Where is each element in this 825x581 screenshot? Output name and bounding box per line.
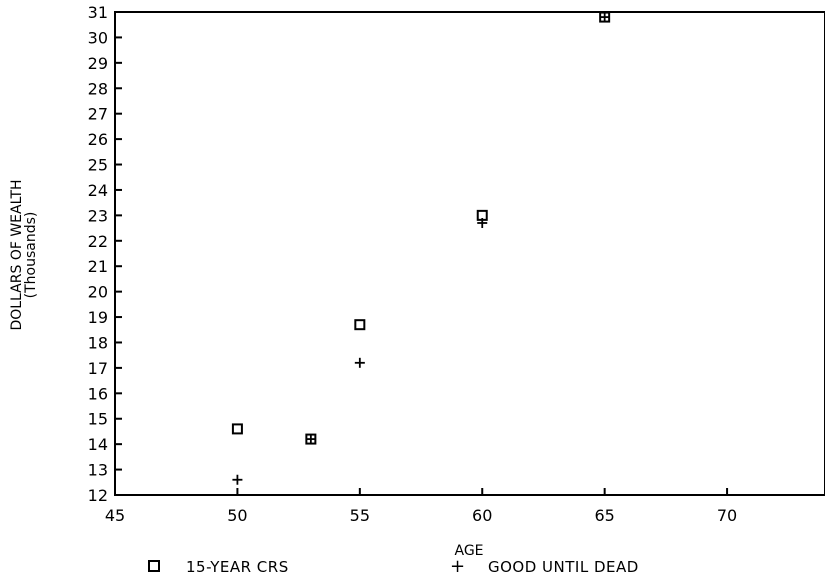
plus-marker-icon: + bbox=[450, 556, 466, 577]
square-point bbox=[354, 319, 366, 331]
x-tick-label: 55 bbox=[350, 506, 370, 525]
axes: 12 13 14 15 16 17 18 19 20 21 22 23 24 25 26 27 28 29 30 31… bbox=[88, 3, 825, 525]
y-axis-label: DOLLARS OF WEALTH bbox=[9, 179, 25, 330]
y-tick-label: 31 bbox=[88, 3, 108, 22]
y-tick-label: 14 bbox=[88, 435, 108, 454]
y-tick-label: 20 bbox=[88, 283, 108, 302]
x-axis-label: AGE bbox=[454, 543, 483, 559]
y-tick-label: 30 bbox=[88, 28, 108, 47]
y-tick-label: 21 bbox=[88, 257, 108, 276]
y-tick-label: 28 bbox=[88, 79, 108, 98]
y-tick-label: 24 bbox=[88, 181, 108, 200]
x-tick-label: 45 bbox=[105, 506, 125, 525]
legend-item-15-year-crs: 15-YEAR CRS bbox=[148, 558, 289, 576]
legend: 15-YEAR CRS + GOOD UNTIL DEAD bbox=[148, 558, 748, 580]
y-tick-label: 15 bbox=[88, 410, 108, 429]
x-tick-label: 65 bbox=[594, 506, 614, 525]
y-tick-label: 23 bbox=[88, 206, 108, 225]
y-tick-label: 19 bbox=[88, 308, 108, 327]
y-tick-label: 13 bbox=[88, 461, 108, 480]
plus-point bbox=[232, 474, 243, 485]
x-tick-label: 60 bbox=[472, 506, 492, 525]
y-tick-label: 16 bbox=[88, 384, 108, 403]
y-tick-label: 17 bbox=[88, 359, 108, 378]
y-axis-sublabel: (Thousands) bbox=[23, 212, 39, 299]
y-tick-label: 29 bbox=[88, 54, 108, 73]
data-marks bbox=[231, 11, 611, 485]
legend-label: GOOD UNTIL DEAD bbox=[488, 558, 639, 576]
plus-point bbox=[599, 12, 610, 23]
legend-item-good-until-dead: + GOOD UNTIL DEAD bbox=[450, 556, 639, 577]
y-tick-label: 25 bbox=[88, 156, 108, 175]
square-marker-icon bbox=[148, 560, 160, 572]
plot-frame bbox=[114, 11, 825, 496]
legend-label: 15-YEAR CRS bbox=[186, 558, 289, 576]
plus-point bbox=[354, 357, 365, 368]
square-point bbox=[231, 423, 243, 435]
x-tick-label: 50 bbox=[227, 506, 247, 525]
plus-point bbox=[305, 434, 316, 445]
y-tick-label: 27 bbox=[88, 105, 108, 124]
y-tick-label: 22 bbox=[88, 232, 108, 251]
y-tick-label: 26 bbox=[88, 130, 108, 149]
x-tick-label: 70 bbox=[717, 506, 737, 525]
plus-point bbox=[477, 217, 488, 228]
y-tick-label: 12 bbox=[88, 486, 108, 505]
y-tick-label: 18 bbox=[88, 333, 108, 352]
